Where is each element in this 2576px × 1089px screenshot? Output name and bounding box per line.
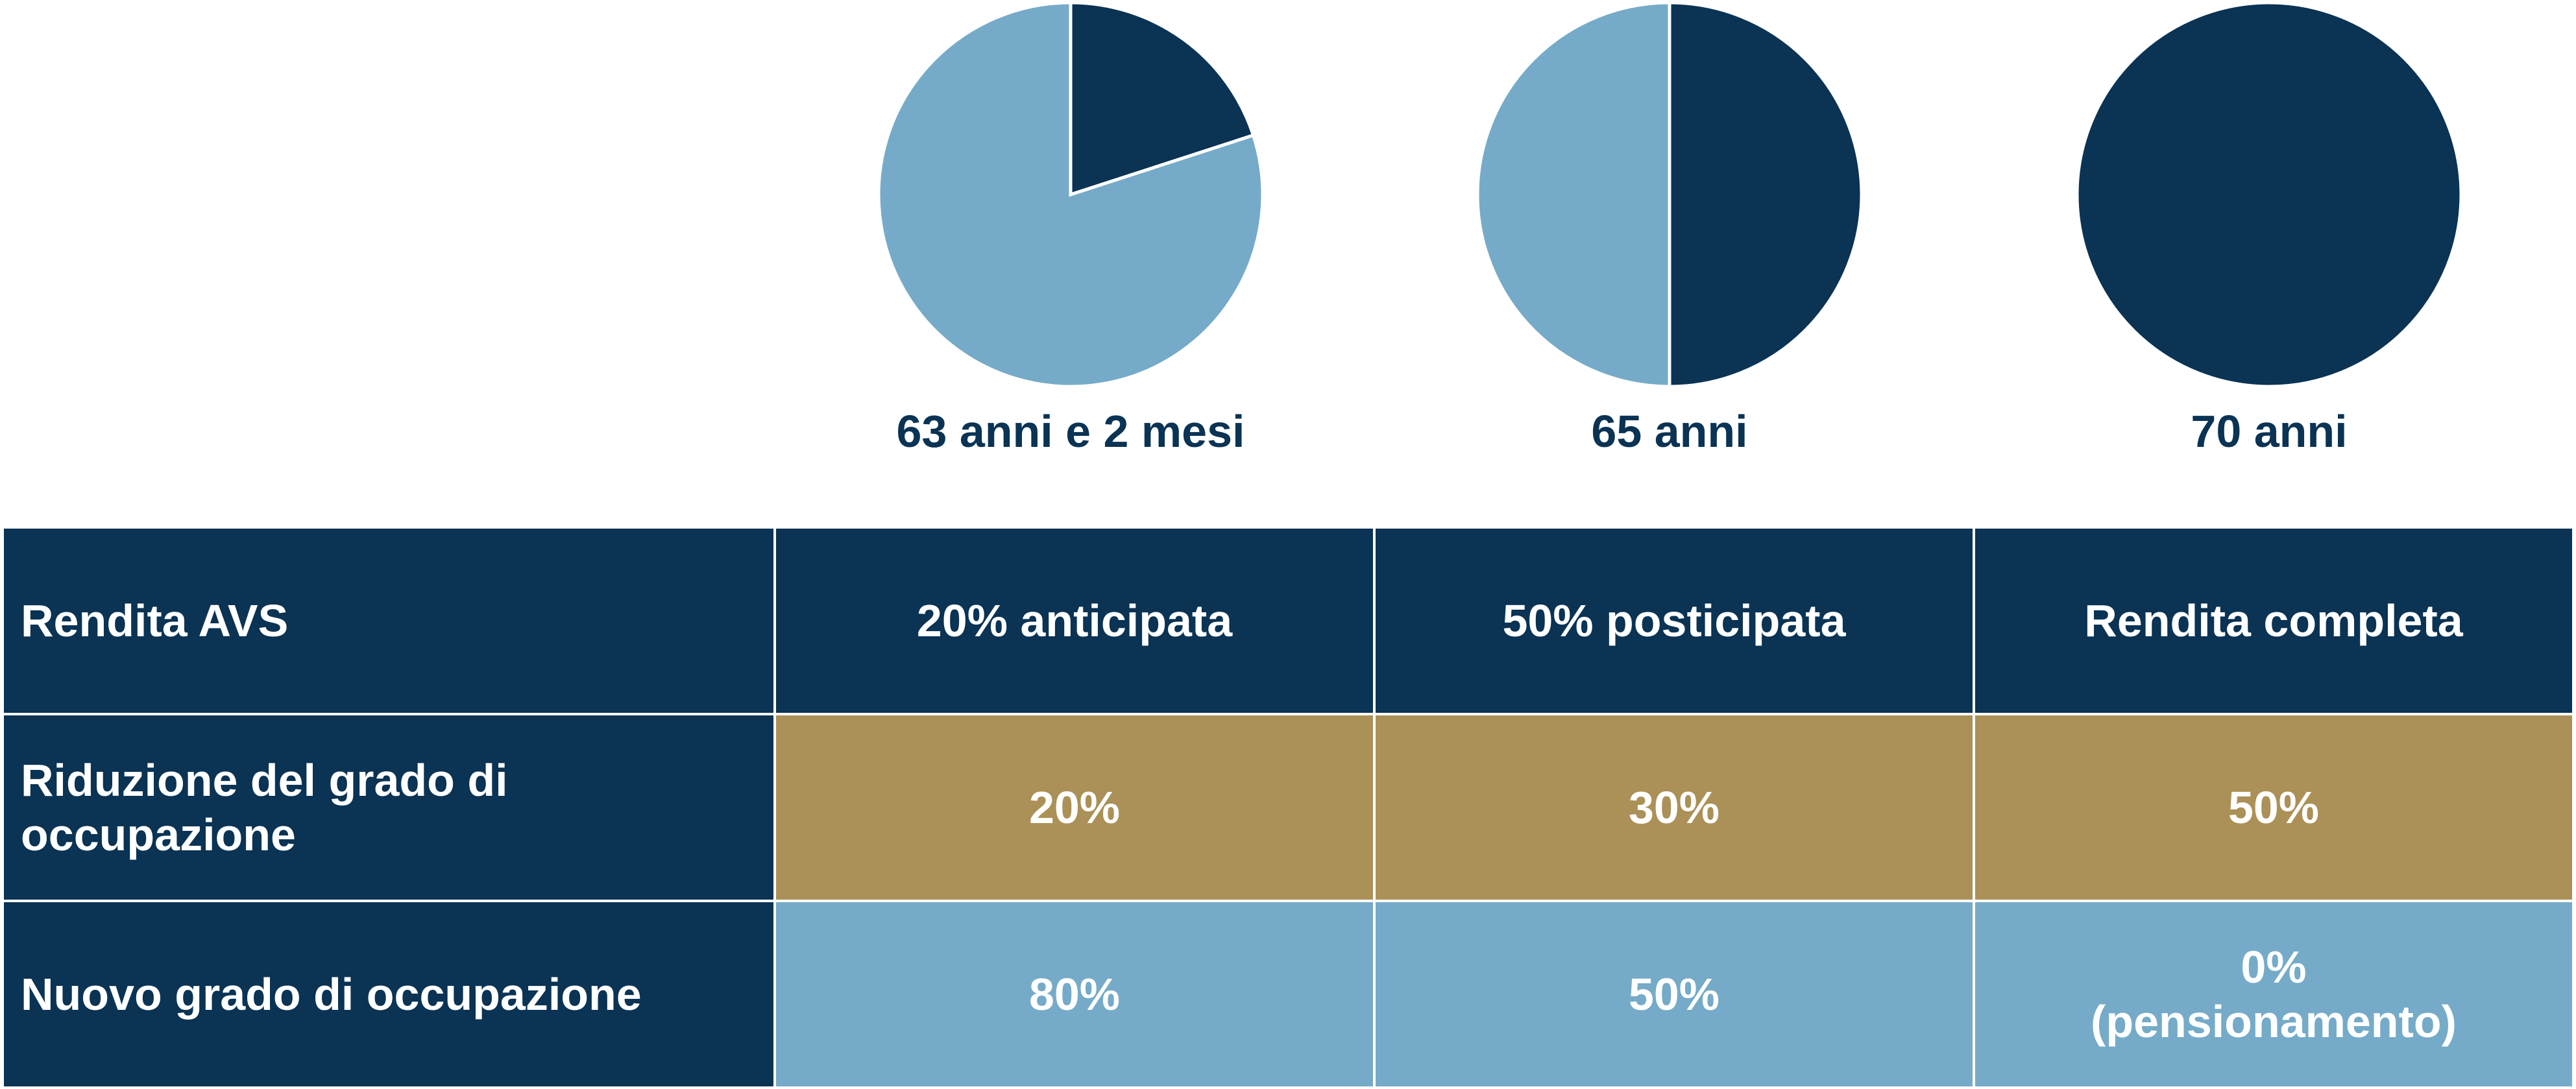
cell-rendita-3: Rendita completa <box>1973 526 2575 715</box>
row-header-rendita: Rendita AVS <box>1 526 776 715</box>
pie-label-3: 70 anni <box>2191 406 2348 457</box>
pie-2-slice-1 <box>1668 1 1864 389</box>
pie-charts <box>877 1 2463 389</box>
pension-table: Rendita AVS 20% anticipata 50% posticipa… <box>1 526 2575 1089</box>
table-row-riduzione: Riduzione del grado di occupazione 20% 3… <box>1 713 2575 902</box>
pie-2-slice-2 <box>1476 1 1671 389</box>
cell-rendita-2: 50% posticipata <box>1373 526 1975 715</box>
cell-riduzione-3: 50% <box>1973 713 2575 902</box>
pie-label-1: 63 anni e 2 mesi <box>896 406 1245 457</box>
pie-3-slice-1 <box>2075 1 2463 389</box>
cell-riduzione-1: 20% <box>773 713 1376 902</box>
row-header-nuovo: Nuovo grado di occupazione <box>1 900 776 1089</box>
cell-rendita-1: 20% anticipata <box>773 526 1376 715</box>
pie-1-slice-2 <box>877 1 1265 389</box>
cell-nuovo-3: 0% (pensionamento) <box>1973 900 2575 1089</box>
cell-nuovo-2: 50% <box>1373 900 1975 1089</box>
pie-1-slice-1 <box>1069 1 1256 197</box>
row-header-riduzione: Riduzione del grado di occupazione <box>1 713 776 902</box>
table-row-nuovo: Nuovo grado di occupazione 80% 50% 0% (p… <box>1 900 2575 1089</box>
pie-label-2: 65 anni <box>1591 406 1748 457</box>
cell-riduzione-2: 30% <box>1373 713 1975 902</box>
table-row-rendita: Rendita AVS 20% anticipata 50% posticipa… <box>1 526 2575 715</box>
cell-nuovo-1: 80% <box>773 900 1376 1089</box>
